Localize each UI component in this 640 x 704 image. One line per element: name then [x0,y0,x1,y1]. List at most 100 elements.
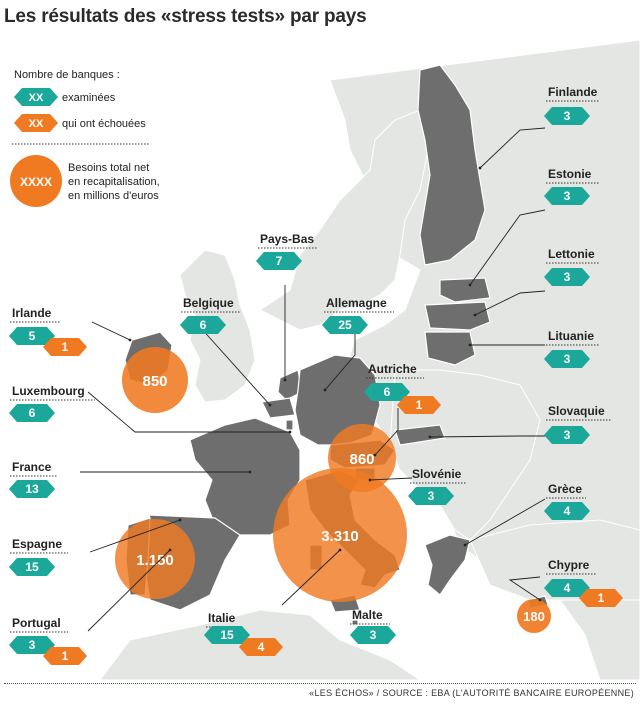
badge-shape [544,187,590,205]
footer-source: «LES ÉCHOS» / SOURCE : EBA (L'AUTORITÉ B… [309,688,634,698]
label-irlande: Irlande [12,306,52,320]
examined-malte: 3 [370,628,377,642]
examined-belgique: 6 [200,318,207,332]
label-slovenie: Slovénie [412,467,462,481]
examined-finlande: 3 [564,109,571,123]
bubble-irlande [122,347,188,413]
badge-shape [43,338,87,356]
label-luxembourg: Luxembourg [12,384,85,398]
slovakia-shape [394,424,446,446]
failed-italie: 4 [258,640,265,654]
badge-shape [9,327,55,345]
badge-shape [322,316,368,334]
legend-heading: Nombre de banques : [14,69,120,81]
footer-rule [4,683,636,684]
failed-badges [43,338,623,665]
examined-lituanie: 3 [564,352,571,366]
bubble-italie [273,468,407,602]
examined-lettonie: 3 [564,270,571,284]
badge-shape [544,502,590,520]
belgium-shape [261,397,296,419]
legend-failed-badge [14,114,58,132]
badge-shape [9,636,55,654]
bubbles [115,347,551,633]
badge-shape [9,480,55,498]
label-autriche: Autriche [368,362,417,376]
legend-examined-badge [14,88,58,106]
greece-shape [424,534,471,596]
badge-shape [180,316,226,334]
legend-failed-sample: XX [29,118,44,130]
badge-shape [544,107,590,125]
examined-chypre: 4 [564,581,571,595]
badge-shape [256,252,302,270]
label-finlande: Finlande [548,85,598,99]
need-espagne: 1.150 [136,552,174,569]
examined-slovenie: 3 [428,489,435,503]
failed-irlande: 1 [62,340,69,354]
badge-shape [364,383,410,401]
examined-autriche: 6 [384,385,391,399]
examined-grece: 4 [564,504,571,518]
failed-portugal: 1 [62,649,69,663]
need-italie: 3.310 [321,528,359,545]
examined-portugal: 3 [29,638,36,652]
estonia-shape [439,277,491,303]
badge-shape [579,589,623,607]
badge-shape [43,647,87,665]
label-slovaquie: Slovaquie [548,404,605,418]
examined-irlande: 5 [29,329,36,343]
examined-pays-bas: 7 [276,254,283,268]
examined-estonie: 3 [564,189,571,203]
latvia-shape [424,301,491,331]
legend-bubble [10,155,62,207]
label-portugal: Portugal [12,616,61,630]
page-title: Les résultats des «stress tests» par pay… [4,6,367,27]
label-belgique: Belgique [183,296,234,310]
label-france: France [12,460,52,474]
europe-map: 850 860 3.310 1.150 180 [0,40,640,680]
need-chypre: 180 [523,609,545,624]
examined-espagne: 15 [25,560,39,574]
badge-shape [397,396,441,414]
label-allemagne: Allemagne [326,296,387,310]
badge-shape [350,626,396,644]
badge-shape [544,426,590,444]
label-lettonie: Lettonie [548,247,595,261]
bubble-espagne [115,519,195,599]
bubble-chypre [517,599,551,633]
examined-allemagne: 25 [338,318,352,332]
legend-bubble-label-3: en millions d'euros [68,190,159,202]
badge-shape [204,626,250,644]
badge-shape [544,579,590,597]
badge-shape [408,487,454,505]
legend-bubble-sample: XXXX [20,175,52,189]
legend: Nombre de banques : XX examinées XX qui … [10,69,160,207]
need-irlande: 850 [142,373,167,390]
badge-shape [239,638,283,656]
label-estonie: Estonie [548,167,592,181]
leader-lines [80,127,546,632]
examined-luxembourg: 6 [29,406,36,420]
badge-shape [544,268,590,286]
need-autriche: 860 [349,451,374,468]
badge-shape [544,350,590,368]
label-underlines [10,100,612,633]
legend-bubble-label-1: Besoins total net [68,162,149,174]
legend-examined-label: examinées [62,92,116,104]
legend-failed-label: qui ont échouées [62,118,146,130]
label-pays-bas: Pays-Bas [260,232,314,246]
badge-shape [9,558,55,576]
label-lituanie: Lituanie [548,329,594,343]
lithuania-shape [424,331,476,366]
country-labels: Finlande Estonie Lettonie Lituanie Slova… [12,85,605,630]
label-grece: Grèce [548,482,582,496]
legend-bubble-label-2: en recapitalisation, [68,176,160,188]
label-italie: Italie [208,611,236,625]
finland-shape [417,64,486,266]
label-chypre: Chypre [548,558,590,572]
label-espagne: Espagne [12,537,62,551]
failed-chypre: 1 [598,591,605,605]
examined-slovaquie: 3 [564,428,571,442]
